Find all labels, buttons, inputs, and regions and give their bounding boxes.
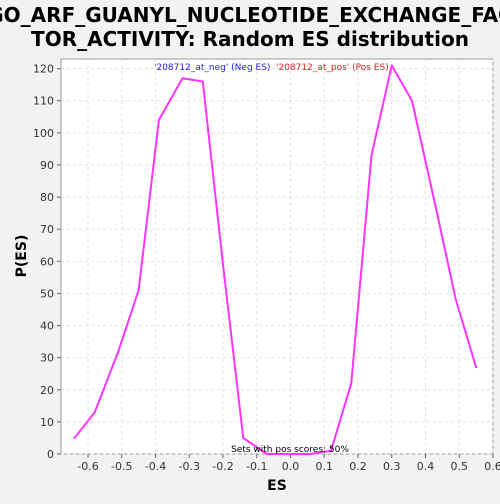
data-point (309, 453, 312, 455)
data-point (157, 119, 160, 122)
data-point (350, 382, 353, 385)
y-tick-label: 90 (40, 159, 54, 172)
y-tick-label: 50 (40, 287, 54, 300)
data-point (454, 298, 457, 301)
x-tick-label: -0.4 (145, 460, 166, 473)
x-tick-label: 0.0 (282, 460, 300, 473)
x-tick-label: 0.5 (451, 460, 469, 473)
data-point (330, 449, 332, 452)
y-tick-label: 30 (40, 352, 54, 365)
annotation: Sets with pos scores: 50% (231, 445, 349, 455)
y-tick-label: 70 (40, 223, 54, 236)
data-point (117, 350, 120, 353)
x-tick-label: -0.1 (246, 460, 267, 473)
chart-title-line-2: TOR_ACTIVITY: Random ES distribution (31, 27, 469, 51)
data-point (222, 263, 224, 266)
x-tick-label: 0.4 (417, 460, 435, 473)
y-tick-label: 20 (40, 384, 54, 397)
data-point (93, 411, 96, 414)
x-tick-label: -0.2 (212, 460, 233, 473)
data-point (201, 80, 204, 83)
y-tick-label: 80 (40, 191, 54, 204)
data-point (289, 453, 292, 455)
data-point (242, 436, 245, 439)
data-point (181, 77, 184, 80)
data-point (411, 99, 413, 102)
x-tick-label: -0.5 (111, 460, 132, 473)
x-tick-label: 0.2 (349, 460, 367, 473)
data-point (265, 453, 268, 455)
x-tick-label: 0.6 (484, 460, 500, 473)
y-tick-label: 10 (40, 416, 54, 429)
y-tick-label: 60 (40, 255, 54, 268)
data-point (73, 436, 76, 439)
data-point (137, 289, 140, 292)
x-tick-label: -0.6 (77, 460, 98, 473)
y-tick-label: 0 (47, 448, 54, 461)
data-point (390, 64, 393, 67)
plot-area (60, 58, 494, 455)
y-tick-label: 120 (33, 63, 54, 76)
legend-entry-pos: '208712_at_pos' (Pos ES) (276, 63, 389, 73)
series-layer (73, 64, 478, 455)
axes: -0.6 -0.5 -0.4 -0.3 -0.2 -0.1 0.0 0.1 0.2 0.3 0.4 0… (33, 63, 500, 473)
chart-title-line-1: GO_ARF_GUANYL_NUCLEOTIDE_EXCHANGE_FAC (0, 3, 500, 27)
legend-entry-neg: '208712_at_neg' (Neg ES) (154, 63, 270, 73)
data-point (434, 205, 437, 208)
y-tick-label: 100 (33, 127, 54, 140)
series-line (73, 64, 478, 455)
data-point (475, 366, 478, 369)
y-tick-label: 40 (40, 320, 54, 333)
x-tick-label: 0.3 (383, 460, 401, 473)
x-tick-label: 0.1 (316, 460, 334, 473)
data-point (370, 154, 373, 157)
y-axis-label: P(ES) (14, 235, 30, 278)
y-tick-label: 110 (33, 95, 54, 108)
x-axis-label: ES (267, 478, 287, 494)
grid (61, 59, 494, 455)
x-tick-label: -0.3 (179, 460, 200, 473)
